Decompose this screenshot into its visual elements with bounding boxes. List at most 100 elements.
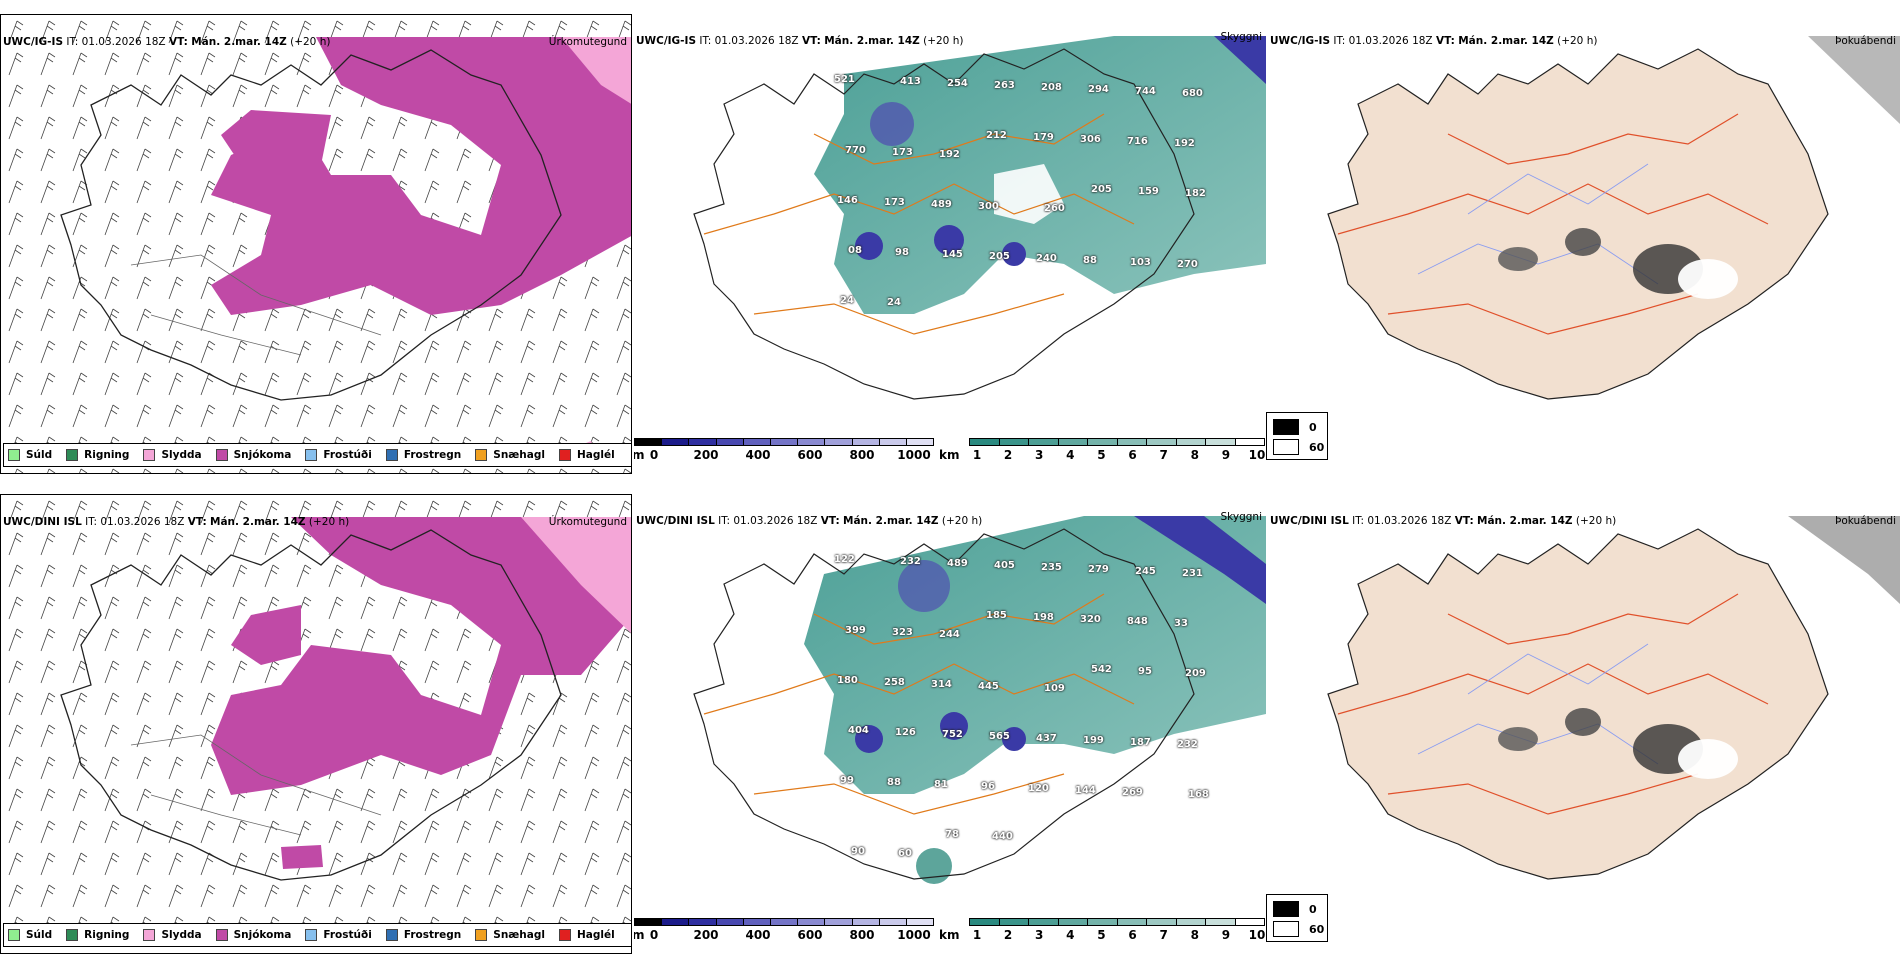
- legend-swatch: [215, 449, 228, 461]
- cloud-base-value: 159: [1138, 186, 1159, 197]
- cloud-base-value: 445: [978, 681, 999, 692]
- cloud-base-value: 231: [1182, 568, 1203, 579]
- cloud-base-value: 88: [1083, 255, 1097, 266]
- cloud-base-value: 752: [942, 729, 963, 740]
- colorbar-swatch: [970, 919, 1000, 925]
- colorbar-tick-label: 7: [1159, 448, 1168, 462]
- precip-type-panel-bottom: UWC/DINI ISL IT: 01.03.2026 18Z VT: Mán.…: [0, 494, 632, 954]
- cloud-base-value: 716: [1127, 136, 1148, 147]
- cloud-base-value: 192: [1174, 138, 1195, 149]
- colorbar-swatch: [970, 439, 1000, 445]
- colorbar-swatch: [635, 919, 663, 925]
- visibility-panel-bottom: UWC/DINI ISL IT: 01.03.2026 18Z VT: Mán.…: [634, 494, 1266, 954]
- colorbar-swatch: [743, 919, 771, 925]
- colorbar-swatch: [662, 439, 690, 445]
- height-colorbar-ticks: 0 200 400 600 800 1000: [634, 448, 934, 462]
- cloud-base-value: 848: [1127, 616, 1148, 627]
- colorbar-tick-label: 9: [1221, 928, 1231, 942]
- legend-swatch: [66, 929, 79, 941]
- colorbar-swatch: [999, 919, 1029, 925]
- colorbar-swatch: [825, 919, 853, 925]
- legend-swatch: [475, 929, 488, 941]
- colorbar-tick-label: 4: [1066, 928, 1075, 942]
- legend-swatch: [8, 929, 20, 941]
- cloud-base-value: 120: [1028, 783, 1049, 794]
- cloud-base-value: 185: [986, 610, 1007, 621]
- colorbar-swatch: [1088, 919, 1118, 925]
- legend-swatch: [143, 929, 156, 941]
- legend-swatch: [8, 449, 20, 461]
- cloud-base-value: 209: [1185, 668, 1206, 679]
- colorbar-swatch: [1029, 919, 1059, 925]
- panel-title: UWC/IG-IS IT: 01.03.2026 18Z VT: Mán. 2.…: [1270, 35, 1598, 47]
- colorbar-swatch: [1117, 919, 1147, 925]
- height-colorbar: m 0 200 400 600 800 1000: [634, 918, 934, 946]
- legend-item: Snjókoma: [215, 449, 291, 461]
- colorbar-swatch: [1206, 919, 1236, 925]
- colorbar-tick-label: 600: [797, 448, 823, 462]
- panel-title: UWC/IG-IS IT: 01.03.2026 18Z VT: Mán. 2.…: [3, 36, 331, 48]
- cloud-base-value: 205: [989, 251, 1010, 262]
- cloud-base-value: 440: [992, 831, 1013, 842]
- colorbar-tick-label: 2: [1003, 448, 1013, 462]
- visibility-colorbar-ticks: 1 2 3 4 5 6 7 8 9 10: [969, 448, 1266, 462]
- fog-map: [1268, 36, 1900, 474]
- cloud-base-value: 254: [947, 78, 968, 89]
- colorbar-swatch: [689, 919, 717, 925]
- panel-corner-label: Skyggni: [1220, 31, 1263, 43]
- colorbar-swatch: [798, 919, 826, 925]
- colorbar-tick-label: 7: [1159, 928, 1168, 942]
- colorbar-tick-label: 0: [649, 448, 659, 462]
- cloud-base-value: 244: [939, 629, 960, 640]
- panel-corner-label: Úrkomutegund: [548, 36, 627, 48]
- colorbar-swatch: [1176, 439, 1206, 445]
- legend-item: Rigning: [66, 449, 129, 461]
- precip-type-panel-top: UWC/IG-IS IT: 01.03.2026 18Z VT: Mán. 2.…: [0, 14, 632, 474]
- panel-title: UWC/DINI ISL IT: 01.03.2026 18Z VT: Mán.…: [1270, 515, 1617, 527]
- cloud-base-value: 96: [981, 781, 995, 792]
- colorbar-tick-label: 1000: [897, 448, 931, 462]
- colorbar-swatch: [852, 919, 880, 925]
- height-colorbar-ticks: 0 200 400 600 800 1000: [634, 928, 934, 942]
- legend-swatch: [558, 929, 571, 941]
- height-colorbar-swatches: [634, 918, 934, 926]
- height-colorbar: m 0 200 400 600 800 1000: [634, 438, 934, 466]
- legend-item: Snæhagl: [475, 929, 545, 941]
- colorbar-swatch: [770, 439, 799, 445]
- colorbar-swatch: [1235, 919, 1264, 925]
- colorbar-tick-label: 3: [1035, 928, 1044, 942]
- cloud-base-value: 279: [1088, 564, 1109, 575]
- cloud-base-value: 208: [1041, 82, 1062, 93]
- cloud-base-value: 294: [1088, 84, 1109, 95]
- cloud-base-value: 314: [931, 679, 952, 690]
- visibility-colorbar: km 1 2 3 4 5 6 7 8 9 10: [939, 438, 1266, 466]
- colorbar-tick-label: 8: [1190, 448, 1199, 462]
- cloud-base-value: 126: [895, 727, 916, 738]
- cloud-base-value: 24: [887, 297, 901, 308]
- colorbar-swatch: [798, 439, 826, 445]
- cloud-base-value: 198: [1033, 612, 1054, 623]
- panel-title: UWC/DINI ISL IT: 01.03.2026 18Z VT: Mán.…: [636, 515, 983, 527]
- cloud-base-value: 263: [994, 80, 1015, 91]
- legend-swatch: [305, 449, 318, 461]
- cloud-base-value: 413: [900, 76, 921, 87]
- cloud-base-value: 404: [848, 725, 869, 736]
- precip-map: [1, 495, 631, 945]
- colorbar-tick-label: 6: [1128, 448, 1137, 462]
- cloud-base-value: 78: [945, 829, 959, 840]
- cloud-base-value: 81: [934, 779, 948, 790]
- legend-item: Rigning: [66, 929, 129, 941]
- legend-swatch: [66, 449, 79, 461]
- cloud-base-value: 270: [1177, 259, 1198, 270]
- colorbar-tick-label: 800: [849, 448, 875, 462]
- legend-item: Súld: [8, 929, 52, 941]
- cloud-base-value: 103: [1130, 257, 1151, 268]
- cloud-base-value: 95: [1138, 666, 1152, 677]
- cloud-base-value: 489: [947, 558, 968, 569]
- visibility-colorbar-swatches: [969, 438, 1265, 446]
- cloud-base-value: 232: [900, 556, 921, 567]
- cloud-base-value: 08: [848, 245, 862, 256]
- cloud-base-value: 24: [840, 295, 854, 306]
- colorbar-swatch: [716, 919, 744, 925]
- panel-corner-label: Úrkomutegund: [548, 516, 627, 528]
